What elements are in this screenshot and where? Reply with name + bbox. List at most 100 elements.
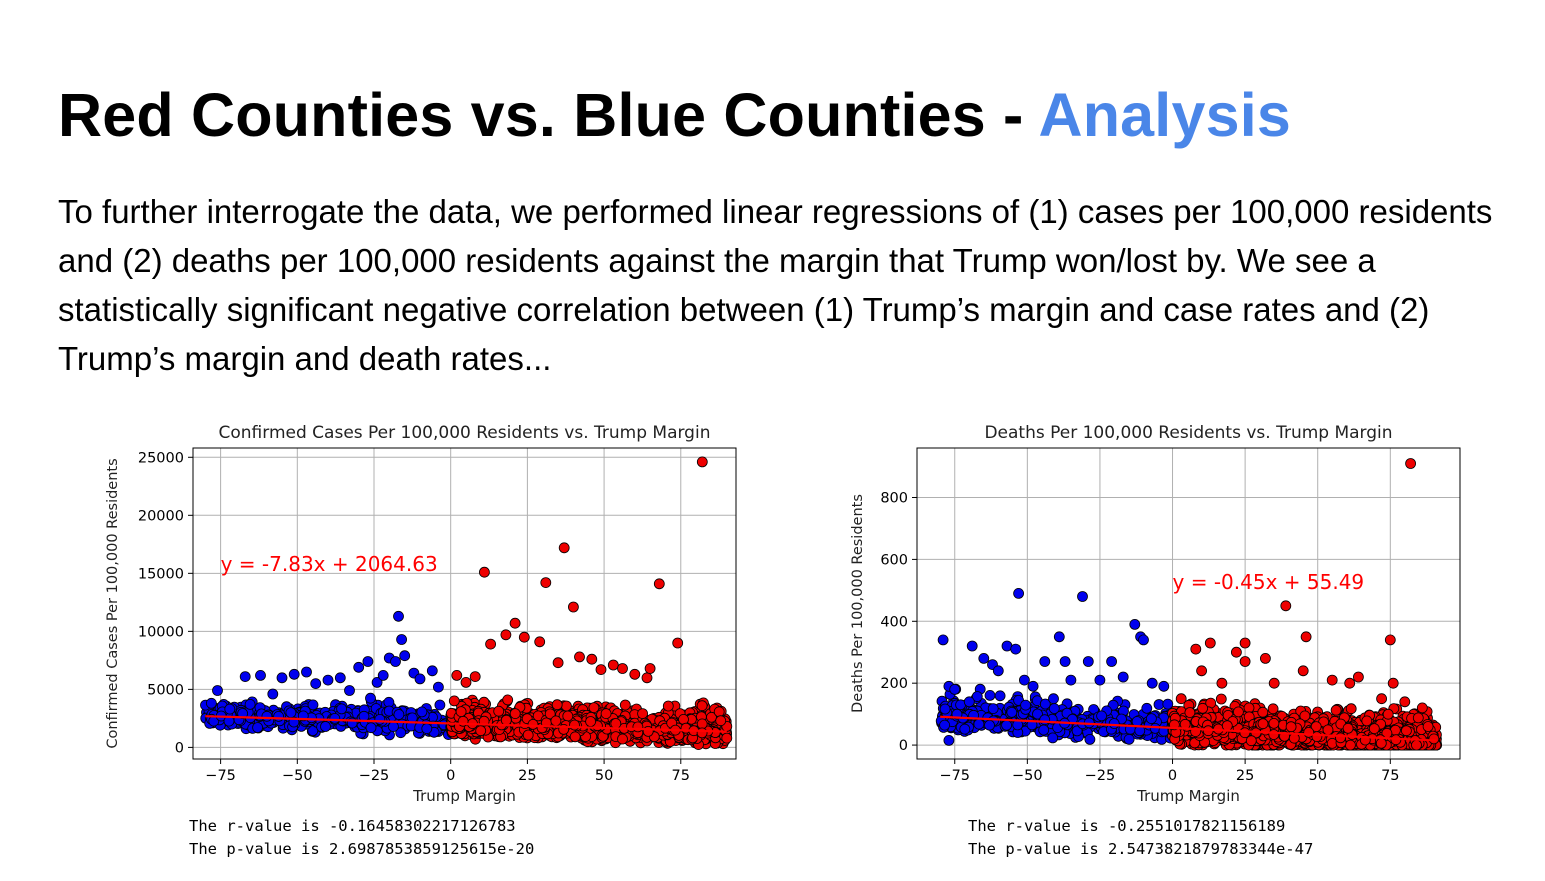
point-red-county [607,659,619,671]
point-red-county [502,694,514,706]
point-blue-county [1145,713,1157,725]
slide-title: Red Counties vs. Blue Counties - Analysi… [58,80,1291,150]
point-red-county [518,631,530,643]
point-blue-county [365,692,376,704]
point-blue-county [244,698,256,710]
point-red-county [585,716,597,727]
point-red-county [527,718,539,730]
point-red-county [642,725,654,737]
point-blue-county [267,688,279,700]
point-blue-county [252,722,264,733]
point-blue-county [1047,732,1059,744]
point-blue-county [1039,698,1051,710]
point-red-county [567,601,579,613]
cases-x-tick-label: −50 [282,768,313,784]
point-red-county [672,637,684,649]
point-blue-county [344,685,355,696]
point-red-county [500,629,512,641]
point-blue-county [239,671,251,683]
cases-x-tick-label: 0 [446,768,455,784]
point-red-county [637,708,648,720]
point-red-county [632,721,644,733]
cases-chart: Confirmed Cases Per 100,000 Residents vs… [100,412,760,810]
cases-points [200,456,733,751]
cases-y-tick-label: 10000 [138,624,184,640]
point-red-county [493,705,505,717]
point-blue-county [285,707,297,719]
point-blue-county [994,690,1006,702]
point-red-county [617,733,628,745]
point-blue-county [1048,703,1060,714]
point-red-county [478,566,490,578]
cases-x-ticks: −75 −50 −25 0 25 50 75 [205,759,690,784]
point-red-county [558,542,570,554]
point-red-county [451,669,463,681]
point-red-county [551,699,563,711]
point-red-county [586,653,598,665]
cases-x-tick-label: 50 [595,768,613,784]
point-blue-county [206,697,217,709]
cases-stats: The r-value is -0.16458302217126783 The p… [189,815,534,861]
point-blue-county [288,668,300,680]
point-red-county [629,668,641,680]
cases-regression-label: y = -7.83x + 2064.63 [221,552,438,576]
point-blue-county [1001,719,1013,731]
point-red-county [641,672,653,684]
point-blue-county [1096,710,1108,722]
point-red-county [485,638,497,650]
cases-x-tick-label: 25 [518,768,536,784]
point-blue-county [353,661,365,673]
deaths-chart-svg: Deaths Per 100,000 Residents vs. Trump M… [850,423,1461,805]
point-blue-county [414,673,426,685]
point-blue-county [959,723,971,735]
point-blue-county [374,713,386,725]
point-blue-county [273,710,285,722]
point-blue-county [393,610,404,622]
point-blue-county [212,685,223,696]
point-red-county [696,456,708,468]
point-blue-county [371,676,383,688]
point-red-county [662,700,674,712]
point-blue-county [939,703,951,715]
point-blue-county [1020,699,1032,711]
point-red-county [706,711,717,723]
point-blue-county [395,727,407,739]
point-red-county [560,700,572,712]
point-blue-county [329,712,341,724]
point-red-county [460,676,472,688]
point-blue-county [310,678,322,690]
point-red-county [1215,693,1227,705]
point-red-county [715,715,727,727]
point-blue-county [1006,706,1018,718]
point-blue-county [984,719,995,731]
point-blue-county [939,719,950,731]
point-blue-county [322,674,334,686]
point-blue-county [390,656,401,667]
point-blue-county [334,672,346,684]
point-blue-county [336,703,348,715]
intro-paragraph: To further interrogate the data, we perf… [58,193,1493,377]
cases-chart-title: Confirmed Cases Per 100,000 Residents vs… [219,423,711,443]
point-red-county [509,708,521,720]
point-red-county [644,663,656,674]
cases-x-axis-label: Trump Margin [412,787,516,805]
point-blue-county [426,665,438,677]
deaths-points [935,458,1442,751]
cases-x-tick-label: 75 [672,768,690,784]
deaths-chart-title: Deaths Per 100,000 Residents vs. Trump M… [984,423,1392,443]
point-red-county [544,708,556,720]
cases-y-tick-label: 20000 [138,508,184,524]
point-red-county [595,664,607,676]
point-red-county [600,708,612,720]
point-blue-county [307,699,319,711]
cases-x-tick-label: −75 [205,768,236,784]
point-blue-county [1162,698,1174,710]
point-red-county [713,706,725,718]
point-blue-county [276,672,288,684]
cases-p-value: The p-value is 2.6987853859125615e-20 [189,840,535,858]
point-blue-county [1038,724,1050,736]
point-blue-county [416,706,428,718]
point-red-county [588,702,600,714]
point-blue-county [1032,708,1043,720]
